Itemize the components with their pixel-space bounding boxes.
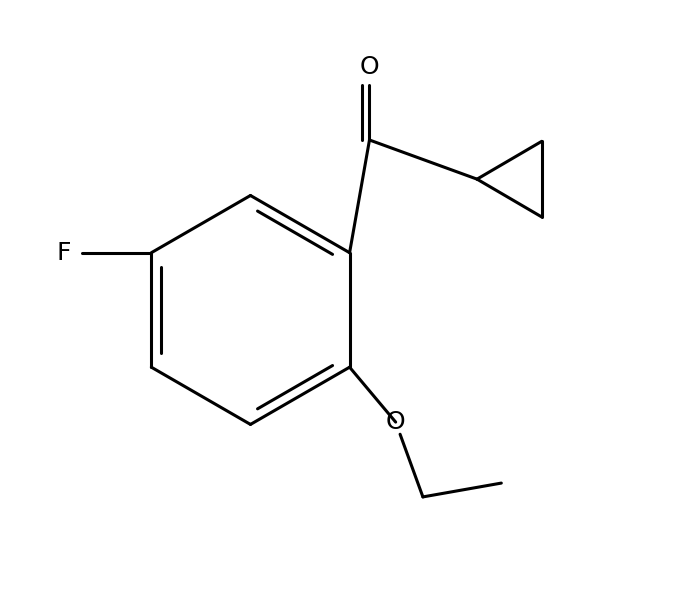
Text: O: O (360, 55, 379, 79)
Text: F: F (57, 241, 71, 265)
Text: O: O (386, 410, 405, 434)
